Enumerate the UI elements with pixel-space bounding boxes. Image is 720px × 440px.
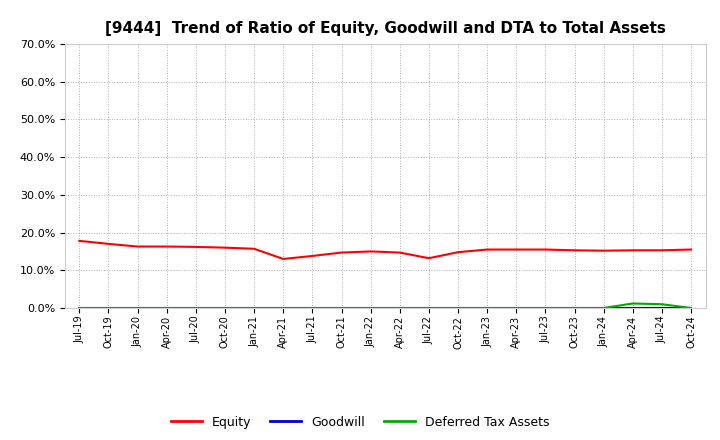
- Legend: Equity, Goodwill, Deferred Tax Assets: Equity, Goodwill, Deferred Tax Assets: [166, 411, 554, 434]
- Title: [9444]  Trend of Ratio of Equity, Goodwill and DTA to Total Assets: [9444] Trend of Ratio of Equity, Goodwil…: [105, 21, 665, 36]
